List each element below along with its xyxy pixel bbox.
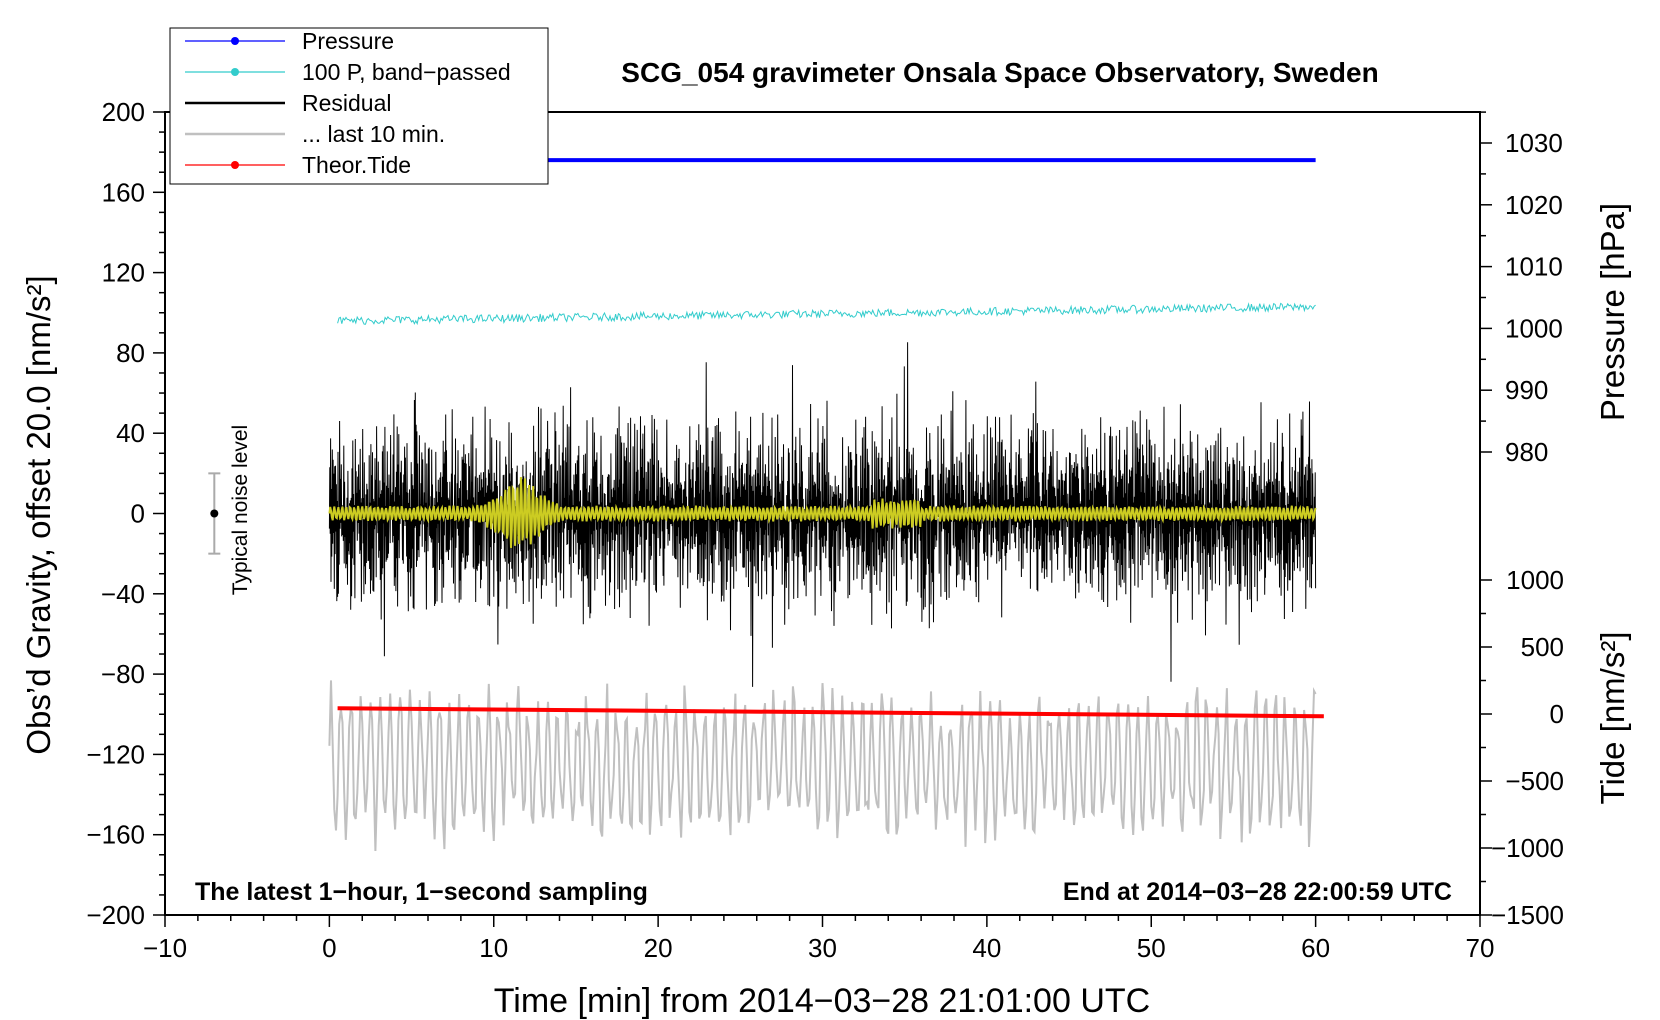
pressure-tick-label: 1030	[1505, 128, 1563, 158]
legend-label: Residual	[302, 90, 392, 116]
x-tick-label: 20	[644, 933, 673, 963]
pressure-tick-label: 980	[1505, 437, 1548, 467]
y-tick-label: −40	[101, 579, 145, 609]
y-tick-label: 160	[102, 177, 145, 207]
y-tick-label: −80	[101, 659, 145, 689]
pressure-tick-label: 1010	[1505, 252, 1563, 282]
x-tick-label: 10	[479, 933, 508, 963]
y-tick-label: −120	[86, 739, 145, 769]
x-axis: −10 0 10 20 30 40 50 60 70	[143, 915, 1495, 963]
y-axis-left: 200 160 120 80 40 0 −40 −80 −120 −160 −200	[86, 97, 165, 930]
noise-label: Typical noise level	[229, 425, 252, 595]
x-tick-label: 60	[1301, 933, 1330, 963]
x-axis-label: Time [min] from 2014−03−28 21:01:00 UTC	[494, 982, 1150, 1020]
y-axis-label-left: Obs’d Gravity, offset 20.0 [nm/s²]	[20, 275, 57, 754]
x-tick-label: 30	[808, 933, 837, 963]
legend-label: Pressure	[302, 28, 394, 54]
x-tick-label: 0	[322, 933, 336, 963]
y-tick-label: −200	[86, 900, 145, 930]
pressure-tick-label: 1020	[1505, 190, 1563, 220]
series-band-passed	[337, 302, 1316, 326]
legend-box	[169, 27, 549, 185]
chart-title: SCG_054 gravimeter Onsala Space Observat…	[621, 57, 1378, 88]
y-axis-tide: 1000 500 0 −500 −1000 −1500	[1480, 565, 1564, 930]
y-axis-label-pressure: Pressure [hPa]	[1594, 203, 1631, 421]
noise-point	[210, 509, 219, 518]
legend-label: 100 P, band−passed	[302, 59, 511, 85]
y-tick-label: 0	[131, 499, 145, 529]
y-tick-label: 40	[116, 418, 145, 448]
legend-label: Theor.Tide	[302, 152, 411, 178]
y-tick-label: 120	[102, 258, 145, 288]
tide-tick-label: −1000	[1491, 833, 1564, 863]
series-group	[328, 158, 1324, 852]
series-last-10-min	[328, 680, 1317, 852]
annotation-end-time: End at 2014−03−28 22:00:59 UTC	[1063, 878, 1452, 906]
tide-tick-label: 0	[1550, 699, 1564, 729]
tide-tick-label: −1500	[1491, 900, 1564, 930]
y-tick-label: 80	[116, 338, 145, 368]
legend-marker	[231, 37, 239, 45]
legend-label: ... last 10 min.	[302, 121, 445, 147]
y-tick-label: −160	[86, 820, 145, 850]
x-tick-label: 50	[1137, 933, 1166, 963]
x-tick-label: 70	[1466, 933, 1495, 963]
x-tick-label: −10	[143, 933, 187, 963]
annotation-sampling: The latest 1−hour, 1−second sampling	[195, 878, 648, 906]
x-tick-label: 40	[972, 933, 1001, 963]
pressure-tick-label: 990	[1505, 375, 1548, 405]
y-tick-label: 200	[102, 97, 145, 127]
legend-marker	[231, 161, 239, 169]
pressure-tick-label: 1000	[1505, 313, 1563, 343]
legend-marker	[231, 68, 239, 76]
noise-indicator: Typical noise level	[208, 425, 252, 595]
y-axis-label-tide: Tide [nm/s²]	[1594, 632, 1631, 805]
series-theor-tide	[337, 706, 1324, 719]
tide-tick-label: 1000	[1506, 565, 1564, 595]
y-axis-pressure: 1030 1020 1010 1000 990 980	[1480, 111, 1563, 467]
tide-tick-label: 500	[1521, 632, 1564, 662]
legend: Pressure 100 P, band−passed Residual ... la…	[169, 27, 549, 185]
series-residual-smoothed	[328, 476, 1317, 548]
tide-tick-label: −500	[1505, 766, 1564, 796]
